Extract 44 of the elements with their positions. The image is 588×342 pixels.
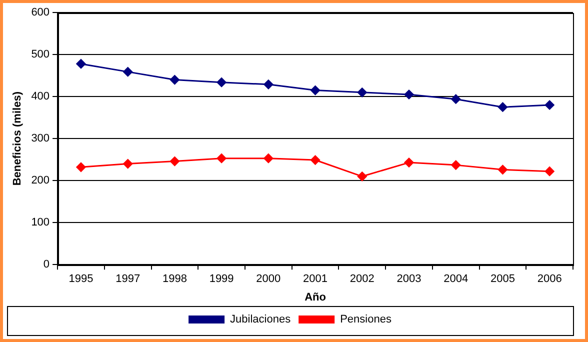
point [76, 162, 86, 172]
legend-label: Jubilaciones [230, 314, 292, 326]
point [123, 67, 133, 77]
point [170, 156, 180, 166]
point [451, 94, 461, 104]
y-tick-label: 500 [31, 48, 50, 61]
point [216, 154, 226, 164]
y-tick-label: 400 [31, 90, 50, 103]
x-tick-label: 1998 [162, 273, 187, 286]
x-tick-label: 1999 [209, 273, 234, 286]
point [264, 154, 274, 164]
point [170, 75, 180, 85]
y-tick-label: 600 [31, 6, 50, 19]
y-tick-label: 0 [43, 258, 50, 271]
x-tick-label: 1997 [116, 273, 140, 286]
point [310, 86, 320, 96]
point [544, 166, 554, 176]
x-tick-label: 2002 [350, 273, 374, 286]
point [310, 155, 320, 165]
point [498, 102, 508, 112]
point [544, 100, 554, 110]
x-tick-label: 2004 [444, 273, 468, 286]
y-tick-label: 300 [31, 132, 50, 145]
y-tick-label: 100 [31, 216, 50, 229]
x-tick-label: 2000 [256, 273, 281, 286]
x-tick-label: 2003 [396, 273, 422, 286]
point [451, 160, 461, 170]
x-tick-label: 2001 [303, 273, 328, 286]
point [216, 78, 226, 88]
point [357, 172, 367, 182]
point [123, 159, 133, 169]
x-tick-label: 1995 [68, 273, 94, 286]
x-axis-title: Año [304, 291, 326, 304]
point [357, 88, 367, 98]
y-axis-title: Beneficios (miles) [12, 91, 24, 186]
y-tick-label: 200 [31, 174, 50, 187]
x-tick-label: 2005 [490, 273, 515, 286]
x-tick-label: 2006 [537, 273, 562, 286]
point [76, 59, 86, 69]
point [498, 164, 508, 174]
point [404, 90, 414, 100]
legend-label: Pensiones [340, 314, 392, 326]
point [264, 80, 274, 90]
point [404, 158, 414, 168]
